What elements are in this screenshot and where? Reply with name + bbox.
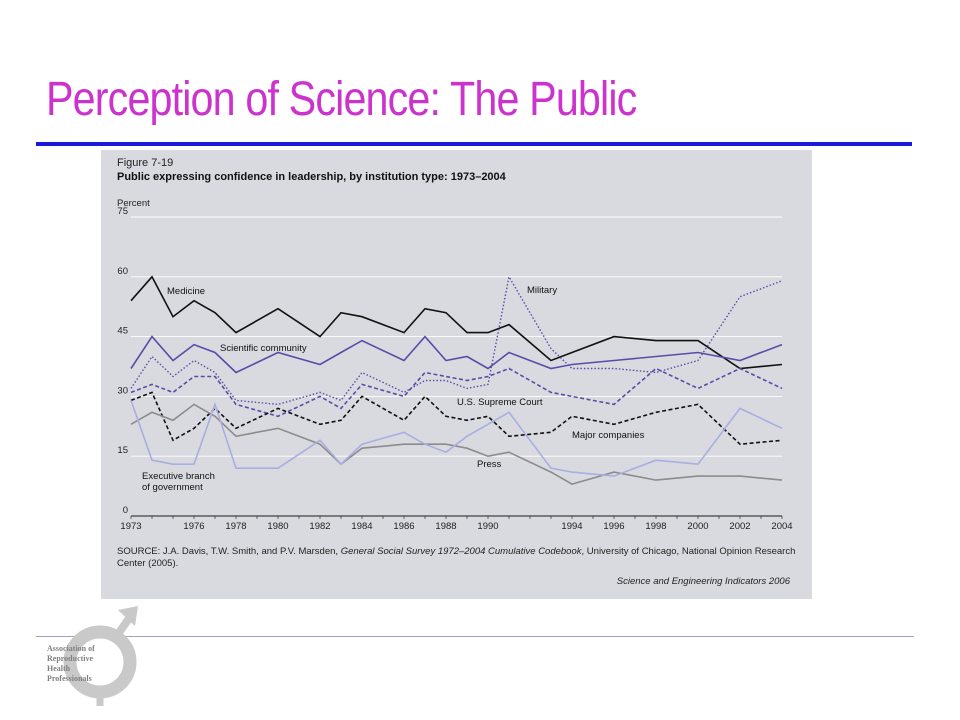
- logo-line: Reproductive: [47, 654, 94, 663]
- plot-area: [131, 217, 782, 516]
- source-note: SOURCE: J.A. Davis, T.W. Smith, and P.V.…: [117, 546, 797, 570]
- series-label: of government: [142, 482, 203, 493]
- series-label: Major companies: [572, 430, 645, 441]
- arhp-logo-icon: [63, 606, 138, 706]
- slide-title: Perception of Science: The Public: [46, 73, 637, 126]
- x-tick-label: 1990: [477, 521, 498, 532]
- series-line-military: [130, 274, 783, 406]
- series-line-medicine: [130, 275, 783, 370]
- series-label: Scientific community: [220, 343, 307, 354]
- x-tick-label: 1978: [225, 521, 246, 532]
- title-underline: [36, 142, 912, 146]
- series-label: Press: [477, 459, 502, 470]
- y-tick-label: 30: [117, 385, 128, 396]
- x-tick-label: 1984: [351, 521, 372, 532]
- series-line-major-companies: [130, 391, 783, 446]
- x-tick-label: 1976: [183, 521, 204, 532]
- x-tick-label: 2002: [729, 521, 750, 532]
- y-axis-label: Percent: [117, 198, 150, 209]
- y-tick-label: 60: [117, 266, 128, 277]
- source-title: General Social Survey 1972–2004 Cumulati…: [340, 546, 582, 557]
- y-tick-label: 45: [117, 326, 128, 337]
- series-label: Medicine: [167, 286, 205, 297]
- logo-line: Association of: [47, 644, 95, 653]
- series-label: Military: [527, 285, 557, 296]
- x-tick-label: 1996: [603, 521, 624, 532]
- figure-number: Figure 7-19: [117, 157, 174, 169]
- series-line-scientific-community: [130, 335, 783, 374]
- x-tick-label: 2000: [687, 521, 708, 532]
- figure-caption: Public expressing confidence in leadersh…: [117, 171, 506, 183]
- x-tick-label: 1980: [267, 521, 288, 532]
- y-tick-label: 0: [123, 505, 128, 516]
- y-tick-label: 75: [117, 206, 128, 217]
- x-tick-label: 1994: [561, 521, 582, 532]
- x-tick-label: 1998: [645, 521, 666, 532]
- series-line-executive-branch-of-government: [130, 400, 783, 477]
- series-label: U.S. Supreme Court: [457, 397, 543, 408]
- logo-text: Association of Reproductive Health Profe…: [47, 644, 95, 684]
- series-line-u-s-supreme-court: [130, 367, 783, 418]
- x-tick-label: 1973: [120, 521, 141, 532]
- logo-line: Health: [47, 664, 71, 673]
- x-tick-label: 1982: [309, 521, 330, 532]
- source-prefix: SOURCE: J.A. Davis, T.W. Smith, and P.V.…: [117, 546, 341, 557]
- footer-rule: [36, 636, 914, 637]
- x-tick-label: 1986: [393, 521, 414, 532]
- figure-credit: Science and Engineering Indicators 2006: [616, 576, 790, 587]
- x-tick-label: 2004: [771, 521, 792, 532]
- source-suffix: , University of Chicago, National Opinio…: [117, 546, 796, 569]
- y-tick-label: 15: [117, 445, 128, 456]
- logo-line: Professionals: [47, 674, 92, 683]
- series-label: Executive branch: [142, 471, 215, 482]
- x-tick-label: 1988: [435, 521, 456, 532]
